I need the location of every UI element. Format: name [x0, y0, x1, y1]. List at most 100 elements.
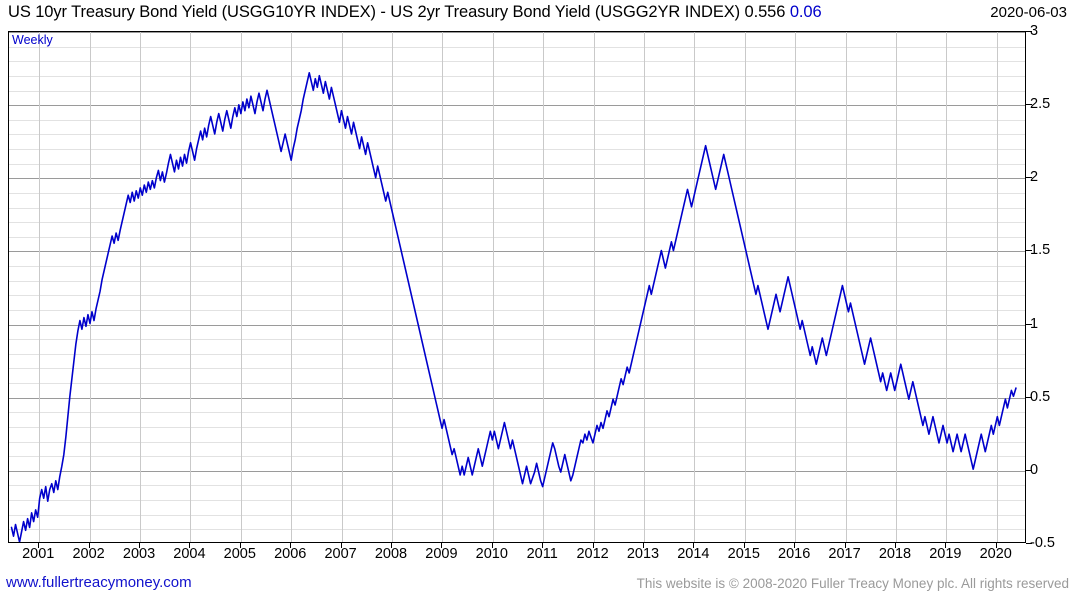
gridline-vertical	[291, 32, 293, 542]
y-axis-tick-label: 3	[1030, 23, 1039, 39]
site-url-link[interactable]: www.fullertreacymoney.com	[6, 574, 192, 591]
gridline-horizontal	[9, 441, 1025, 443]
gridline-horizontal	[9, 192, 1025, 194]
x-axis-tick-mark	[794, 543, 796, 548]
x-axis-tick-mark	[239, 543, 241, 548]
x-axis-tick-mark	[88, 543, 90, 548]
y-axis-tick-mark	[1026, 177, 1032, 179]
gridline-horizontal	[9, 178, 1025, 180]
gridline-horizontal	[9, 426, 1025, 428]
y-axis-tick-mark	[1026, 250, 1032, 252]
gridline-horizontal	[9, 61, 1025, 63]
gridline-horizontal	[9, 353, 1025, 355]
gridline-vertical	[946, 32, 948, 542]
x-axis-tick-label: 2016	[778, 546, 811, 562]
x-axis-tick-label: 2007	[324, 546, 357, 562]
series2-label: US 2yr Treasury Bond Yield (USGG2YR INDE…	[390, 3, 741, 21]
gridline-horizontal	[9, 412, 1025, 414]
x-axis-tick-label: 2004	[173, 546, 206, 562]
gridline-vertical	[845, 32, 847, 542]
gridline-horizontal	[9, 149, 1025, 151]
chart-date: 2020-06-03	[990, 4, 1067, 21]
y-axis-tick-label: 1.5	[1030, 242, 1051, 259]
gridline-horizontal	[9, 119, 1025, 121]
x-axis-tick-mark	[340, 543, 342, 548]
gridline-horizontal	[9, 134, 1025, 136]
gridline-vertical	[895, 32, 897, 542]
x-axis-tick-mark	[894, 543, 896, 548]
y-axis-tick-mark	[1026, 396, 1032, 398]
gridline-horizontal	[9, 397, 1025, 399]
x-axis-tick-mark	[290, 543, 292, 548]
y-axis-tick-mark	[1026, 543, 1032, 544]
chart-plot-area: Weekly	[8, 31, 1026, 543]
y-axis-tick-mark	[1026, 104, 1032, 106]
gridline-horizontal	[9, 266, 1025, 268]
y-axis-tick-label: 2.5	[1030, 96, 1051, 113]
gridline-vertical	[492, 32, 494, 542]
x-axis-tick-mark	[189, 543, 191, 548]
grid-layer	[9, 32, 1025, 542]
gridline-horizontal	[9, 46, 1025, 48]
y-axis-tick-mark	[1026, 469, 1032, 471]
value-primary: 0.556	[744, 3, 786, 21]
gridline-horizontal	[9, 163, 1025, 165]
x-axis-tick-mark	[995, 543, 997, 548]
gridline-vertical	[442, 32, 444, 542]
series-line-spread	[10, 72, 1017, 542]
gridline-horizontal	[9, 470, 1025, 472]
gridline-horizontal	[9, 383, 1025, 385]
gridline-horizontal	[9, 236, 1025, 238]
gridline-horizontal	[9, 368, 1025, 370]
gridline-horizontal	[9, 485, 1025, 487]
y-axis-tick-mark	[1026, 31, 1032, 32]
x-axis-tick-label: 2008	[374, 546, 408, 562]
x-axis-tick-label: 2002	[72, 546, 105, 562]
legend-frequency: Weekly	[12, 33, 53, 47]
gridline-vertical	[543, 32, 545, 542]
gridline-horizontal	[9, 324, 1025, 326]
x-axis-tick-label: 2020	[979, 546, 1012, 562]
x-axis-tick-label: 2011	[526, 546, 558, 562]
x-axis-tick-label: 2010	[475, 546, 508, 562]
x-axis-tick-mark	[945, 543, 947, 548]
x-axis-tick-label: 2017	[828, 546, 861, 562]
gridline-horizontal	[9, 295, 1025, 297]
gridline-vertical	[744, 32, 746, 542]
x-axis-tick-mark	[441, 543, 443, 548]
gridline-horizontal	[9, 32, 1025, 33]
y-axis-tick-label: 2	[1030, 169, 1039, 186]
x-axis-tick-label: 2005	[223, 546, 256, 562]
gridline-vertical	[996, 32, 998, 542]
value-secondary: 0.06	[789, 3, 822, 21]
gridline-horizontal	[9, 309, 1025, 311]
x-axis-tick-mark	[38, 543, 40, 548]
x-axis-tick-label: 2001	[22, 546, 55, 562]
x-axis-tick-label: 2018	[878, 546, 912, 562]
x-axis-tick-mark	[693, 543, 695, 548]
chart-footer: www.fullertreacymoney.com This website i…	[0, 572, 1075, 600]
x-axis-tick-mark	[844, 543, 846, 548]
copyright-notice: This website is © 2008-2020 Fuller Treac…	[636, 576, 1069, 591]
gridline-horizontal	[9, 207, 1025, 209]
gridline-vertical	[240, 32, 242, 542]
x-axis-tick-label: 2014	[677, 546, 710, 562]
gridline-vertical	[190, 32, 192, 542]
y-axis-tick-label: 0.5	[1030, 388, 1051, 405]
x-axis-tick-mark	[542, 543, 544, 548]
x-axis-tick-label: 2012	[576, 546, 609, 562]
series1-label: US 10yr Treasury Bond Yield (USGG10YR IN…	[8, 3, 376, 21]
gridline-vertical	[89, 32, 91, 542]
x-axis-tick-label: 2006	[274, 546, 307, 562]
gridline-vertical	[39, 32, 41, 542]
y-axis-tick-label: -0.5	[1030, 535, 1055, 551]
gridline-vertical	[341, 32, 343, 542]
x-axis-tick-label: 2015	[727, 546, 760, 562]
x-axis-tick-mark	[139, 543, 141, 548]
x-axis-tick-mark	[592, 543, 594, 548]
gridline-vertical	[694, 32, 696, 542]
gridline-horizontal	[9, 90, 1025, 92]
gridline-horizontal	[9, 339, 1025, 341]
gridline-vertical	[392, 32, 393, 542]
